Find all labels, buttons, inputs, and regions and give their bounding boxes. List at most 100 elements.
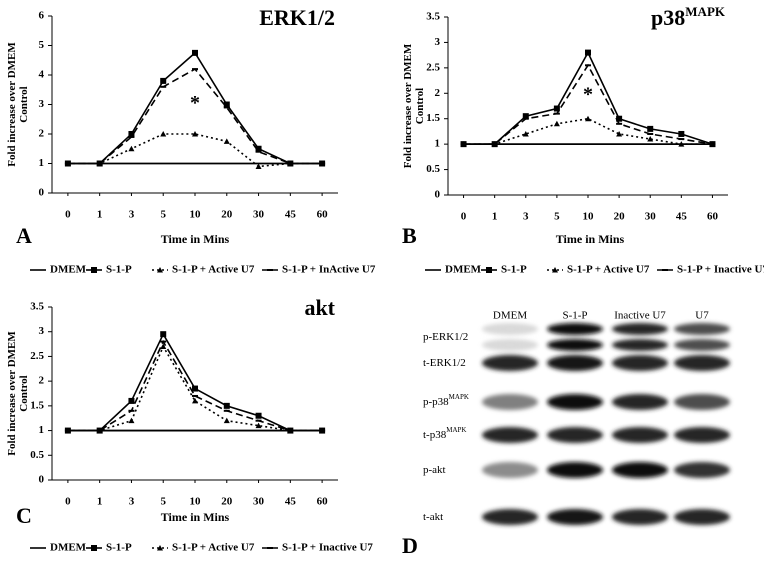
data-point	[128, 417, 135, 424]
blot-column-label: DMEM	[493, 310, 527, 322]
legend-label: S-1-P	[501, 264, 527, 276]
legend-label: S-1-P	[106, 264, 132, 276]
chart-title-sup: MAPK	[685, 4, 726, 19]
y-tick-label: 3	[39, 325, 45, 337]
x-tick-label: 0	[461, 211, 467, 223]
data-point	[647, 125, 654, 132]
data-point	[128, 409, 135, 412]
legend-marker	[157, 545, 163, 551]
data-point	[255, 419, 262, 422]
data-point	[160, 77, 167, 84]
x-tick-label: 45	[285, 496, 297, 508]
blot-band	[612, 427, 668, 443]
data-point	[319, 429, 326, 432]
legend-marker	[91, 267, 97, 273]
data-point	[616, 130, 623, 137]
data-point	[223, 106, 230, 109]
chart-title-text: ERK1/2	[259, 5, 335, 30]
data-point	[223, 402, 230, 409]
x-tick-label: 30	[645, 211, 657, 223]
chart-title: ERK1/2	[259, 5, 335, 30]
panel-letter: A	[16, 223, 32, 248]
blot-band	[674, 339, 730, 351]
y-axis-label-line: Control	[414, 88, 426, 124]
data-point	[192, 397, 198, 404]
y-axis-label: Fold increase over DMEMControl	[6, 331, 30, 456]
blot-column-label: Inactive U7	[614, 310, 666, 322]
data-point	[223, 409, 230, 412]
blot-row-label: p-ERK1/2	[423, 331, 468, 343]
x-tick-label: 5	[160, 209, 166, 221]
y-axis-label-line: Control	[18, 375, 30, 411]
y-tick-label: 3.5	[426, 11, 440, 23]
x-tick-label: 60	[317, 496, 329, 508]
data-point	[585, 49, 591, 56]
legend-marker	[267, 547, 273, 549]
blot-band	[547, 339, 603, 351]
data-point	[287, 162, 294, 165]
panel-letter: D	[402, 533, 418, 558]
data-point	[128, 397, 135, 404]
y-axis-label-line: Control	[18, 86, 30, 122]
blot-band	[612, 509, 668, 525]
data-point	[223, 417, 230, 424]
blot-row-label: p-akt	[423, 464, 446, 476]
data-point	[491, 143, 498, 146]
blot-band	[612, 339, 668, 351]
legend-marker	[486, 267, 492, 273]
x-tick-label: 20	[221, 496, 233, 508]
data-point	[64, 429, 71, 432]
series	[64, 68, 326, 165]
data-point	[255, 163, 262, 169]
annotation: *	[583, 83, 593, 105]
data-point	[678, 141, 685, 147]
legend-label: DMEM	[50, 264, 87, 276]
data-point	[160, 340, 167, 343]
x-tick-label: 45	[285, 209, 297, 221]
blot-band	[482, 323, 538, 335]
data-point	[160, 331, 167, 338]
blot-row-label: t-ERK1/2	[423, 357, 466, 369]
y-tick-label: 5	[39, 39, 45, 51]
data-point	[192, 385, 198, 392]
blot-row-label: p-p38MAPK	[423, 393, 469, 408]
blot-band	[482, 462, 538, 478]
data-point	[64, 162, 71, 165]
y-axis-label-line: Fold increase over DMEM	[6, 42, 18, 167]
legend-label: DMEM	[445, 264, 482, 276]
blot-row-label-sup: MAPK	[446, 426, 466, 434]
legend-label: S-1-P + Active U7	[567, 264, 650, 276]
data-point	[522, 113, 529, 120]
data-point	[223, 101, 230, 108]
x-tick-label: 10	[190, 496, 202, 508]
data-point	[128, 145, 135, 152]
chart-title: p38MAPK	[651, 4, 726, 30]
y-tick-label: 1	[39, 157, 45, 169]
data-point	[287, 429, 294, 432]
panel-letter: B	[402, 223, 417, 248]
blot-band	[482, 427, 538, 443]
blot-band	[674, 355, 730, 371]
x-tick-label: 1	[97, 496, 103, 508]
data-point	[255, 150, 262, 153]
y-tick-label: 3	[39, 98, 45, 110]
blot-band	[547, 323, 603, 335]
data-point	[678, 130, 685, 137]
x-tick-label: 30	[253, 209, 265, 221]
y-tick-label: 3.5	[30, 301, 44, 313]
x-tick-label: 3	[523, 211, 529, 223]
y-tick-label: 1.5	[426, 112, 440, 124]
x-tick-label: 0	[65, 496, 71, 508]
y-tick-label: 3	[435, 36, 441, 48]
annotation: *	[190, 92, 200, 114]
data-point	[616, 122, 623, 125]
y-tick-label: 0	[435, 189, 441, 201]
blot-band	[674, 394, 730, 410]
data-point	[192, 131, 198, 137]
data-point	[522, 130, 529, 137]
y-axis-label: Fold increase over DMEMControl	[6, 42, 30, 167]
blot-band	[674, 427, 730, 443]
blot-row-label-sup: MAPK	[449, 393, 469, 401]
blot-band	[482, 355, 538, 371]
